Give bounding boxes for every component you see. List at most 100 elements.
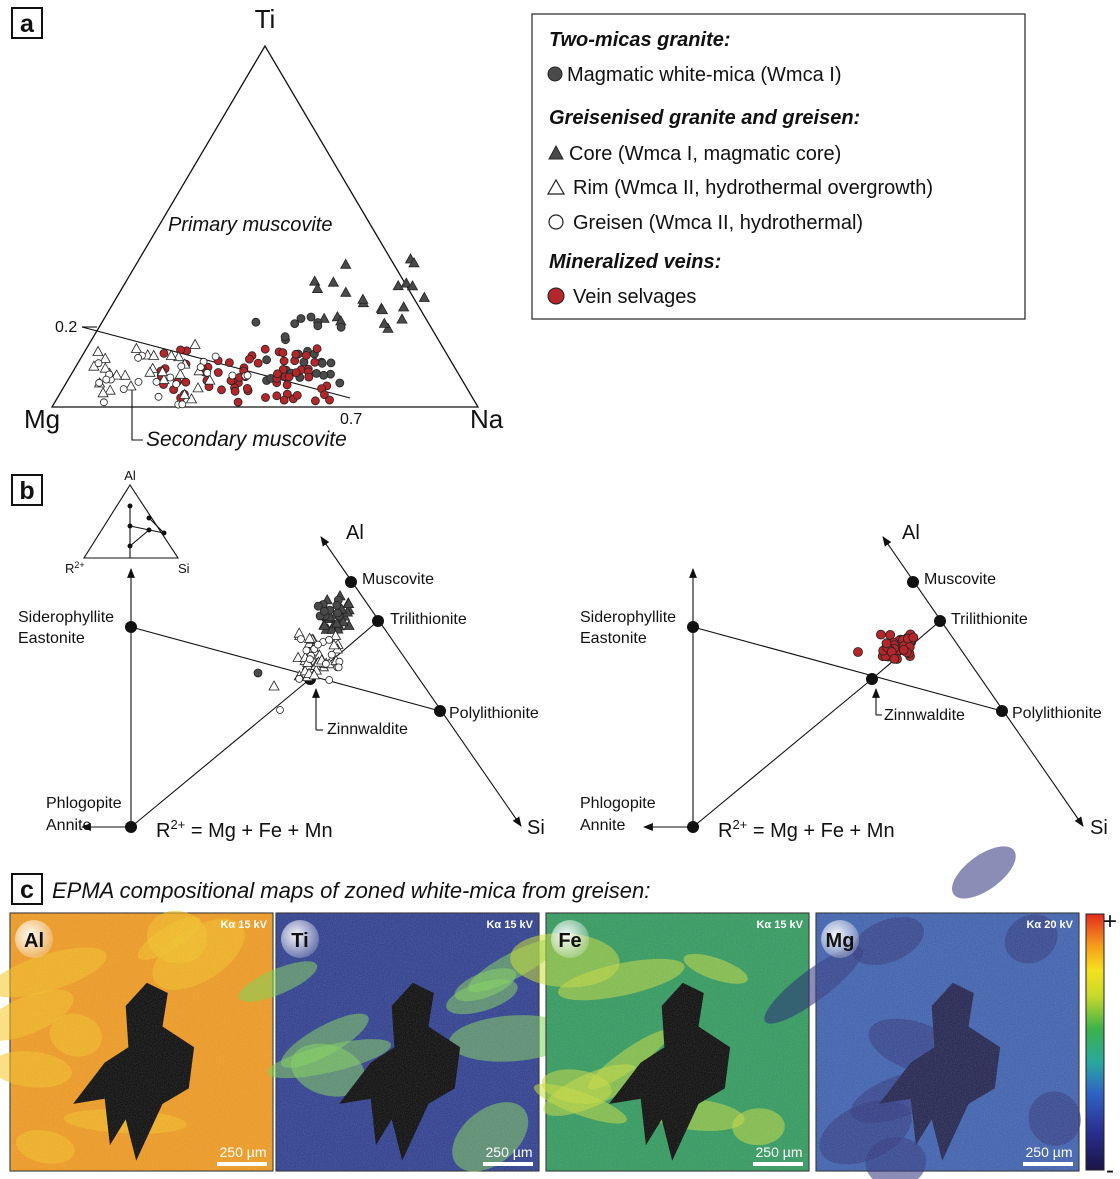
- core-marker: [309, 275, 321, 286]
- element-label: Ti: [291, 930, 308, 952]
- eastonite-label: Eastonite: [18, 630, 85, 647]
- legend-item-core: Core (Wmca I, magmatic core): [569, 143, 841, 165]
- inset-point: [127, 503, 133, 509]
- r2-formula-r: R2+ = Mg + Fe + Mn: [718, 817, 895, 842]
- granite-marker: [319, 606, 329, 616]
- muscovite-label-r: Muscovite: [924, 571, 996, 588]
- vein-marker: [292, 390, 302, 400]
- granite-marker: [311, 368, 321, 378]
- element-label: Fe: [558, 930, 581, 952]
- inset-point: [127, 523, 133, 529]
- rim-marker: [303, 632, 316, 643]
- axis-si-label: Si: [527, 817, 545, 839]
- granite-marker: [253, 668, 263, 678]
- trilithionite-label-r: Trilithionite: [951, 611, 1028, 628]
- core-marker: [408, 256, 420, 268]
- node-polylithionite-r: [996, 705, 1008, 717]
- greisen-marker: [296, 635, 305, 643]
- panel-b-letter: b: [19, 477, 34, 505]
- core-marker: [376, 303, 389, 315]
- panel-c-letter: c: [20, 876, 34, 904]
- legend-item-vein: Vein selvages: [573, 286, 696, 308]
- legend-marker-rim: [546, 178, 566, 195]
- scale-bar: [1023, 1162, 1073, 1166]
- vein-marker: [312, 344, 322, 354]
- vein-marker: [279, 395, 289, 405]
- map-texture: [276, 913, 539, 1171]
- apex-na-label: Na: [470, 404, 504, 434]
- rim-marker: [158, 373, 170, 384]
- greisen-marker: [211, 352, 220, 361]
- greisen-marker: [100, 398, 108, 407]
- scale-bar: [217, 1162, 267, 1166]
- polylithionite-label: Polylithionite: [449, 705, 539, 722]
- rim-marker: [148, 349, 160, 360]
- node-trilithionite: [372, 615, 384, 627]
- core-marker: [311, 282, 324, 294]
- core-marker: [318, 619, 331, 630]
- diag-line-b: [130, 626, 441, 712]
- polylithionite-label-r: Polylithionite: [1012, 705, 1102, 722]
- core-marker: [331, 617, 343, 628]
- vein-marker: [181, 377, 191, 387]
- granite-marker: [313, 601, 323, 611]
- diag-line-a-r: [692, 678, 873, 828]
- node-siderophyllite: [125, 621, 137, 633]
- granite-marker: [333, 608, 343, 618]
- element-label: Mg: [826, 930, 855, 952]
- kv-label: Kα 15 kV: [756, 919, 803, 931]
- core-marker: [396, 313, 408, 324]
- core-marker: [418, 291, 430, 302]
- diagram-b-right: Al Si Muscovite Trilithionite Polylithio…: [580, 522, 1108, 842]
- rim-marker: [173, 350, 185, 362]
- greisen-marker: [325, 636, 334, 644]
- greisen-marker: [154, 392, 163, 401]
- granite-marker: [306, 312, 316, 322]
- scale-bar: [483, 1162, 533, 1166]
- rim-marker: [192, 382, 204, 393]
- inset-point: [146, 527, 152, 533]
- core-marker: [392, 279, 404, 291]
- greisen-marker: [178, 400, 187, 409]
- legend-marker-core: [548, 144, 564, 160]
- map-zone: [952, 846, 1016, 899]
- greisen-marker: [95, 378, 104, 387]
- panel-a: a Ti Mg Na 0.2 0.7 Primary muscovite Sec…: [11, 4, 504, 451]
- rim-marker: [144, 366, 156, 377]
- rim-marker: [268, 680, 280, 691]
- node-phlogopite: [125, 821, 137, 833]
- legend-marker-magmatic: [547, 66, 563, 82]
- core-marker: [340, 286, 352, 297]
- legend-item-greisen: Greisen (Wmca II, hydrothermal): [573, 212, 863, 234]
- rim-marker: [110, 369, 123, 380]
- legend-marker-vein: [547, 287, 565, 305]
- panel-c-letter-box: [11, 873, 43, 905]
- vein-marker: [291, 349, 301, 359]
- inset-r2-label: R2+: [65, 560, 85, 576]
- vein-marker: [284, 372, 294, 382]
- rim-marker: [99, 352, 111, 363]
- scatter-a-points: [88, 253, 430, 409]
- vein-marker: [272, 391, 282, 401]
- greisen-marker: [325, 676, 334, 684]
- panel-a-letter-box: [11, 7, 43, 39]
- legend-heading-greisen: Greisenised granite and greisen:: [549, 107, 860, 129]
- eastonite-label-r: Eastonite: [580, 630, 647, 647]
- axis-si-label-r: Si: [1090, 817, 1108, 839]
- ternary-triangle-a: [50, 44, 480, 408]
- element-badge: [551, 920, 589, 958]
- vein-marker: [310, 396, 320, 406]
- greisen-marker: [228, 371, 237, 380]
- axis-al-label-r: Al: [902, 522, 920, 544]
- rim-marker: [292, 651, 304, 662]
- node-polylithionite: [434, 705, 446, 717]
- vein-marker: [908, 632, 919, 643]
- rim-marker: [125, 380, 137, 391]
- core-marker: [326, 623, 338, 634]
- inset-al-label: Al: [124, 468, 136, 483]
- epma-map-fe: Fe Kα 15 kV 250 µm: [510, 912, 810, 1172]
- panel-a-letter: a: [20, 10, 35, 38]
- diag-line-b-r: [692, 626, 1003, 712]
- panel-b-letter-box: [11, 474, 43, 506]
